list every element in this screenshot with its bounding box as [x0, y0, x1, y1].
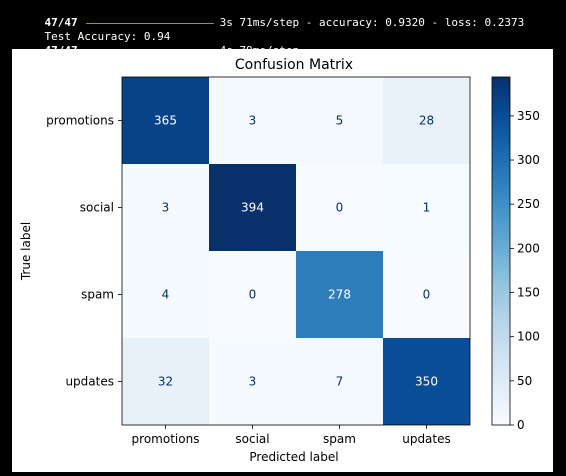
cell-value-label: 278 [328, 288, 351, 302]
cell-value-label: 28 [419, 114, 434, 128]
x-tick-label: social [235, 432, 269, 446]
colorbar-gradient [491, 76, 511, 426]
cell-value-label: 4 [162, 288, 170, 302]
confusion-matrix-figure: Confusion Matrix Predicted label True la… [12, 49, 553, 472]
terminal-line-train-progress: 47/47 3s 71ms/step - accuracy: 0.9320 - l… [18, 2, 525, 29]
colorbar-tick-label: 200 [517, 241, 540, 255]
colorbar: 0 50 100 150 200 250 300 350 [491, 76, 540, 432]
cell-value-label: 365 [154, 114, 177, 128]
matrix-cell [209, 251, 296, 338]
axis-ticks: promotions social spam updates promotions soc… [46, 114, 451, 447]
colorbar-tick-label: 250 [517, 197, 540, 211]
matrix-cells [121, 76, 471, 426]
matrix-cell [122, 77, 209, 164]
matrix-cell [296, 77, 383, 164]
terminal-line-predict-progress: 47/474s 79ms/step [18, 30, 300, 57]
matrix-cell [122, 338, 209, 425]
matrix-cell [122, 251, 209, 338]
x-tick-label: updates [402, 432, 451, 446]
matrix-cell-labels: 365 3 5 28 3 394 0 1 4 0 278 0 32 3 7 350 [154, 114, 438, 389]
matrix-cell [296, 164, 383, 251]
cell-value-label: 3 [162, 201, 170, 215]
x-tick-label: promotions [132, 432, 200, 446]
matrix-frame [121, 76, 471, 426]
matrix-cell [296, 251, 383, 338]
cell-value-label: 1 [423, 201, 431, 215]
colorbar-tick-label: 300 [517, 153, 540, 167]
test-accuracy-text: Test Accuracy: 0.94 [44, 30, 171, 43]
y-tick-label: updates [65, 375, 114, 389]
matrix-cell [383, 77, 470, 164]
cell-value-label: 32 [158, 375, 173, 389]
confusion-matrix-chart: Confusion Matrix Predicted label True la… [19, 57, 540, 464]
cell-value-label: 3 [249, 114, 257, 128]
matrix-cell [209, 164, 296, 251]
cell-value-label: 350 [415, 375, 438, 389]
colorbar-tick-label: 0 [517, 418, 525, 432]
colorbar-tick-label: 50 [517, 374, 532, 388]
matrix-cell [209, 77, 296, 164]
y-tick-label: promotions [46, 114, 114, 128]
progress-count: 47/47 [44, 16, 78, 29]
colorbar-tick-label: 150 [517, 286, 540, 300]
x-tick-label: spam [323, 432, 356, 446]
matrix-cell [383, 164, 470, 251]
cell-value-label: 0 [423, 288, 431, 302]
matrix-cell [122, 164, 209, 251]
colorbar-tick-label: 100 [517, 330, 540, 344]
y-tick-label: spam [81, 288, 114, 302]
matrix-cell [383, 338, 470, 425]
x-axis-label: Predicted label [249, 450, 338, 464]
cell-value-label: 0 [249, 288, 257, 302]
cell-value-label: 5 [336, 114, 344, 128]
cell-value-label: 3 [249, 375, 257, 389]
cell-value-label: 0 [336, 201, 344, 215]
chart-title: Confusion Matrix [235, 57, 353, 73]
colorbar-tick-label: 350 [517, 109, 540, 123]
matrix-cell [296, 338, 383, 425]
y-tick-label: social [80, 201, 114, 215]
y-axis-label: True label [19, 222, 33, 281]
cell-value-label: 7 [336, 375, 344, 389]
progress-bar [85, 22, 214, 24]
terminal-line-test-accuracy: Test Accuracy: 0.94 [18, 16, 171, 43]
progress-status: 3s 71ms/step - accuracy: 0.9320 - loss: … [219, 16, 525, 29]
matrix-cell [383, 251, 470, 338]
cell-value-label: 394 [241, 201, 264, 215]
matrix-cell [209, 338, 296, 425]
